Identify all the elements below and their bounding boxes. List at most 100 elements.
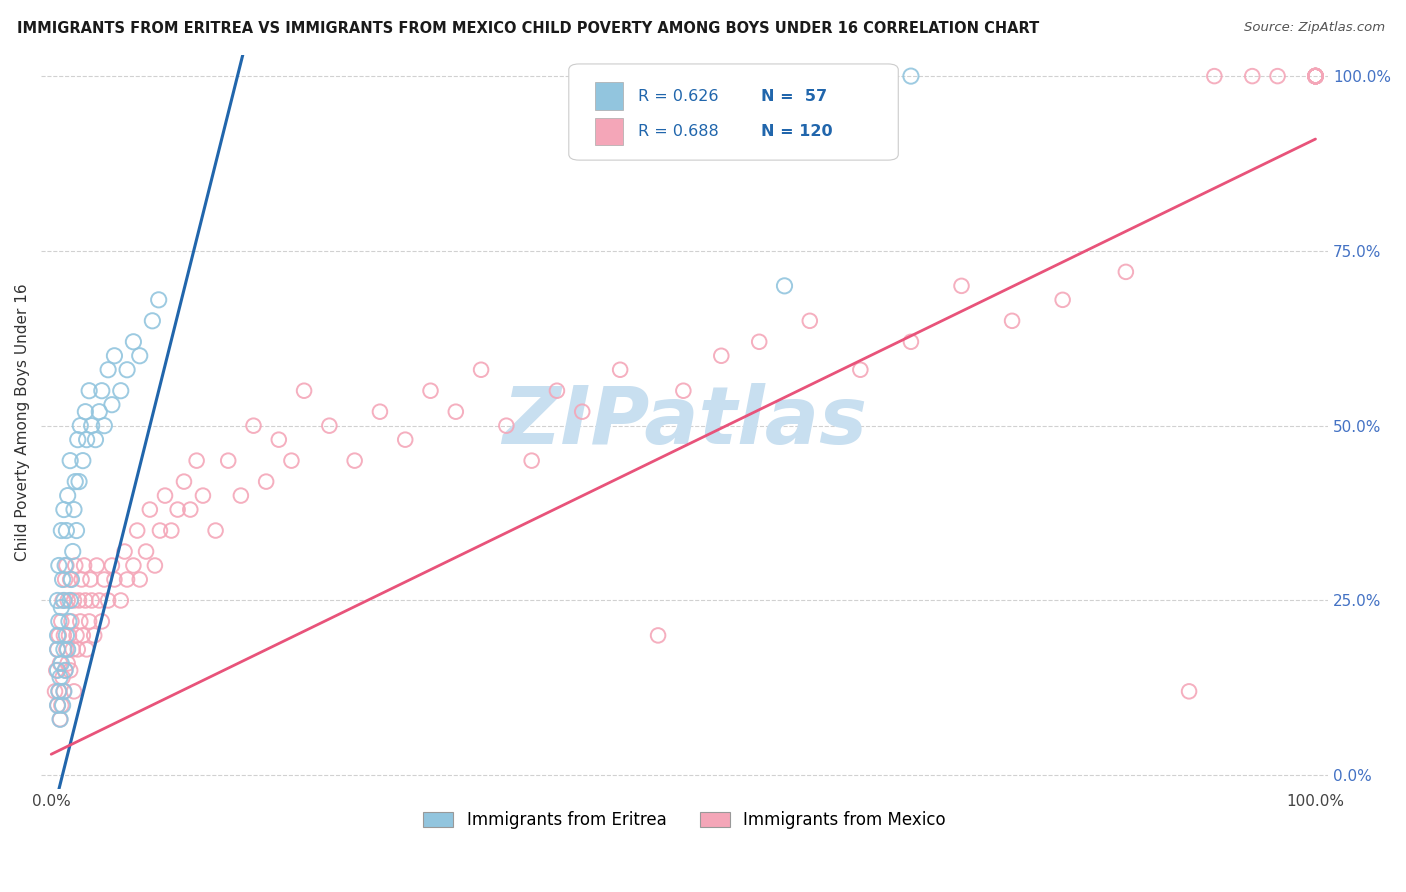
Text: N = 120: N = 120 bbox=[761, 124, 832, 139]
Point bbox=[254, 475, 277, 489]
Point bbox=[343, 453, 366, 467]
Point bbox=[67, 475, 90, 489]
Point bbox=[55, 642, 77, 657]
Point bbox=[148, 293, 170, 307]
Point bbox=[52, 698, 75, 713]
Point bbox=[103, 573, 125, 587]
Point bbox=[1115, 265, 1137, 279]
Point bbox=[149, 524, 172, 538]
Point bbox=[55, 524, 77, 538]
Point bbox=[59, 453, 82, 467]
Point bbox=[1305, 69, 1327, 83]
Text: R = 0.626: R = 0.626 bbox=[638, 88, 718, 103]
Point bbox=[1305, 69, 1327, 83]
Point bbox=[849, 363, 872, 377]
Point bbox=[1305, 69, 1327, 83]
Point bbox=[80, 418, 103, 433]
Point bbox=[217, 453, 239, 467]
Point bbox=[69, 615, 91, 629]
Point bbox=[51, 600, 73, 615]
Point bbox=[59, 593, 82, 607]
Point bbox=[73, 558, 96, 573]
Point bbox=[46, 698, 69, 713]
Point bbox=[93, 573, 115, 587]
Point bbox=[1305, 69, 1327, 83]
Point bbox=[51, 615, 73, 629]
Point bbox=[53, 573, 76, 587]
Point bbox=[49, 670, 72, 684]
Point bbox=[59, 573, 82, 587]
Point bbox=[110, 384, 132, 398]
Point bbox=[89, 405, 111, 419]
Point bbox=[139, 502, 162, 516]
Point bbox=[1305, 69, 1327, 83]
Point bbox=[204, 524, 226, 538]
Point bbox=[65, 628, 87, 642]
Point bbox=[1305, 69, 1327, 83]
Point bbox=[101, 398, 124, 412]
Point bbox=[51, 657, 73, 671]
Point bbox=[115, 573, 138, 587]
Point bbox=[53, 664, 76, 678]
Point bbox=[609, 363, 631, 377]
Point bbox=[51, 698, 73, 713]
Point bbox=[470, 363, 492, 377]
Point bbox=[49, 657, 72, 671]
FancyBboxPatch shape bbox=[595, 82, 623, 111]
Point bbox=[52, 573, 75, 587]
Point bbox=[62, 544, 84, 558]
Point bbox=[191, 489, 214, 503]
Point bbox=[45, 664, 67, 678]
Point bbox=[267, 433, 290, 447]
Point bbox=[122, 558, 145, 573]
Point bbox=[153, 489, 176, 503]
Point bbox=[114, 544, 136, 558]
Point bbox=[160, 524, 183, 538]
Point bbox=[1204, 69, 1226, 83]
Point bbox=[63, 684, 86, 698]
Point bbox=[128, 573, 150, 587]
Point bbox=[66, 433, 89, 447]
Point bbox=[48, 628, 70, 642]
Point bbox=[52, 593, 75, 607]
Point bbox=[59, 664, 82, 678]
Legend: Immigrants from Eritrea, Immigrants from Mexico: Immigrants from Eritrea, Immigrants from… bbox=[416, 805, 952, 836]
Point bbox=[110, 593, 132, 607]
Point bbox=[46, 664, 69, 678]
Point bbox=[46, 642, 69, 657]
Point bbox=[66, 642, 89, 657]
Text: R = 0.688: R = 0.688 bbox=[638, 124, 718, 139]
Point bbox=[79, 573, 101, 587]
Point bbox=[186, 453, 208, 467]
Point bbox=[394, 433, 416, 447]
Point bbox=[53, 558, 76, 573]
Point bbox=[56, 593, 79, 607]
Point bbox=[1305, 69, 1327, 83]
Text: Source: ZipAtlas.com: Source: ZipAtlas.com bbox=[1244, 21, 1385, 35]
Point bbox=[103, 349, 125, 363]
Point bbox=[135, 544, 157, 558]
Point bbox=[56, 642, 79, 657]
Point bbox=[292, 384, 315, 398]
Point bbox=[710, 349, 733, 363]
Point bbox=[318, 418, 340, 433]
Text: IMMIGRANTS FROM ERITREA VS IMMIGRANTS FROM MEXICO CHILD POVERTY AMONG BOYS UNDER: IMMIGRANTS FROM ERITREA VS IMMIGRANTS FR… bbox=[17, 21, 1039, 37]
Point bbox=[80, 593, 103, 607]
Point bbox=[55, 628, 77, 642]
Point bbox=[1178, 684, 1201, 698]
Point bbox=[75, 593, 97, 607]
Point bbox=[1305, 69, 1327, 83]
Point bbox=[63, 593, 86, 607]
Point bbox=[62, 642, 84, 657]
Point bbox=[419, 384, 441, 398]
Point bbox=[1305, 69, 1327, 83]
Point bbox=[56, 489, 79, 503]
Point bbox=[52, 684, 75, 698]
Point bbox=[1305, 69, 1327, 83]
Point bbox=[546, 384, 568, 398]
Point bbox=[46, 628, 69, 642]
Point bbox=[51, 524, 73, 538]
Point bbox=[97, 593, 120, 607]
Point bbox=[672, 384, 695, 398]
Point bbox=[52, 628, 75, 642]
